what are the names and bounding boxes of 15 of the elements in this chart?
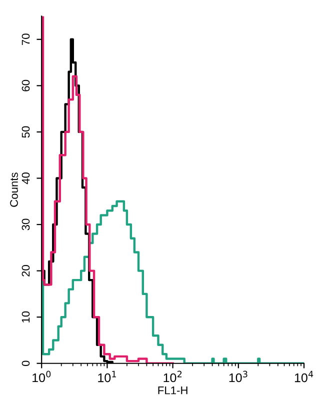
y-tick-label: 60 xyxy=(22,80,30,92)
x-tick-label: 10$^{0}$ xyxy=(32,370,51,382)
y-tick-label: 70 xyxy=(22,34,30,45)
y-tick-label: 30 xyxy=(22,218,30,230)
x-tick-label: 10$^{1}$ xyxy=(98,370,116,382)
y-tick-label: 20 xyxy=(22,265,30,276)
x-tick-label: 10$^{3}$ xyxy=(229,370,248,382)
x-axis-title: FL1-H xyxy=(158,386,188,394)
y-tick-label: 50 xyxy=(22,126,30,138)
y-tick-label: 10 xyxy=(22,311,30,322)
y-tick-label: 0 xyxy=(22,360,30,366)
y-tick-label: 40 xyxy=(22,172,30,184)
x-tick-label: 10$^{2}$ xyxy=(164,370,182,382)
y-axis-title: Counts xyxy=(10,172,18,207)
x-tick-label: 10$^{4}$ xyxy=(294,370,314,382)
